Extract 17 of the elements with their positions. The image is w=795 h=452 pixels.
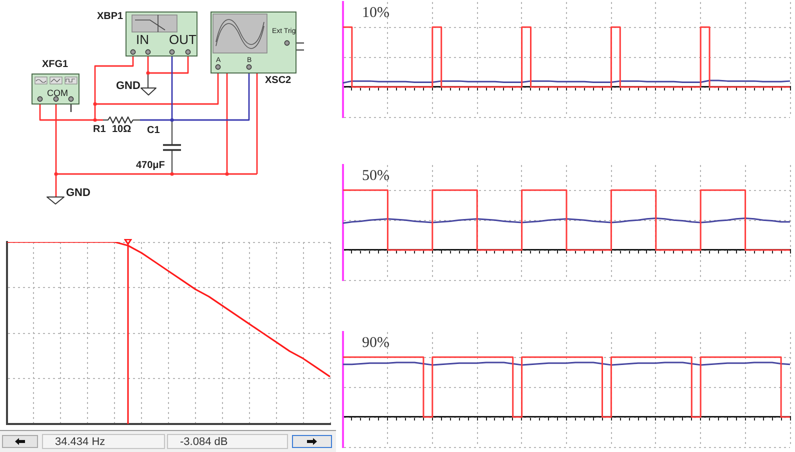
text: R1 xyxy=(93,124,106,135)
text: XFG1 xyxy=(42,59,68,70)
text: GND xyxy=(66,187,90,199)
chart-title: 50% xyxy=(362,168,390,184)
chart-title: 90% xyxy=(362,335,390,351)
chart-title: 10% xyxy=(362,5,390,21)
text: OUT xyxy=(169,32,196,47)
text: 10Ω xyxy=(112,124,132,135)
readout-field: 34.434 Hz xyxy=(42,434,165,449)
text: C1 xyxy=(147,125,160,136)
text: 470μF xyxy=(136,160,165,171)
readout-field: -3.084 dB xyxy=(167,434,288,449)
text: XSC2 xyxy=(265,75,292,86)
text: COM xyxy=(47,88,68,98)
text: IN xyxy=(136,32,149,47)
text: GND xyxy=(116,80,140,92)
text: XBP1 xyxy=(97,11,124,22)
